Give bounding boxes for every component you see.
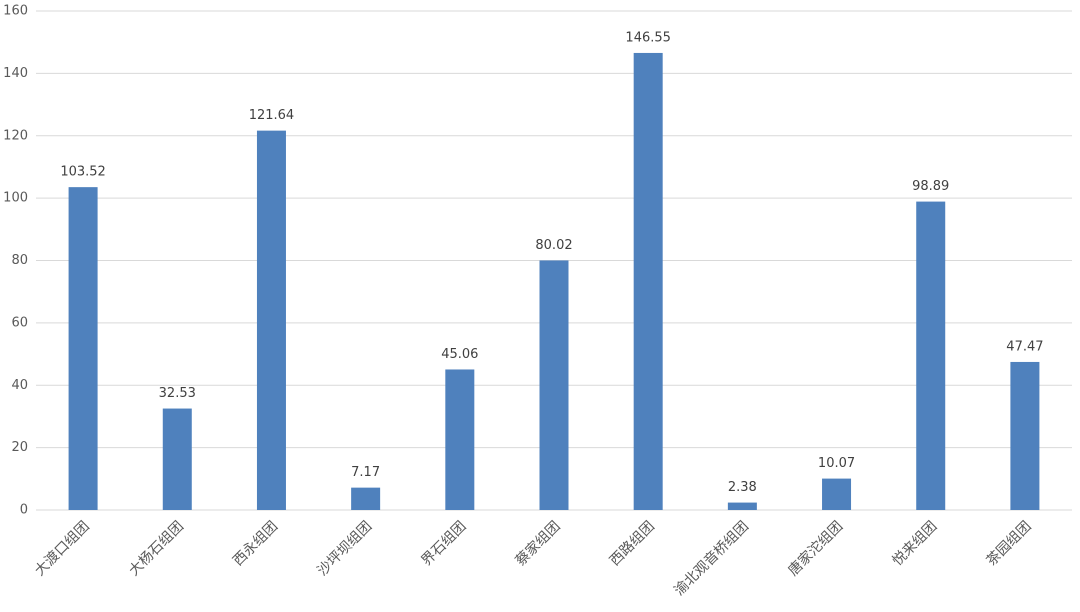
bar [539, 260, 569, 510]
bar [445, 369, 475, 510]
y-tick-label: 40 [11, 378, 28, 393]
x-tick-label: 唐家沱组团 [785, 518, 847, 580]
x-tick-label: 悦来组团 [889, 518, 940, 569]
value-label: 45.06 [441, 347, 478, 362]
value-label: 98.89 [912, 179, 949, 194]
bar [633, 52, 663, 511]
value-label: 80.02 [535, 238, 572, 253]
value-label: 47.47 [1006, 339, 1043, 354]
y-tick-label: 60 [11, 315, 28, 330]
y-tick-label: 20 [11, 440, 28, 455]
x-tick-label: 大渡口组团 [32, 518, 93, 579]
value-label: 7.17 [351, 465, 380, 480]
x-tick-label: 大杨石组团 [126, 518, 187, 579]
x-tick-label: 西永组团 [230, 518, 281, 569]
y-tick-label: 120 [3, 128, 28, 143]
bar [1010, 361, 1040, 510]
value-label: 10.07 [818, 456, 855, 471]
bar [162, 408, 192, 510]
x-tick-label: 沙坪坝组团 [314, 518, 375, 579]
bar [68, 187, 98, 510]
x-tick-label: 西路组团 [607, 518, 658, 569]
bar [916, 201, 946, 511]
y-tick-label: 160 [3, 4, 28, 19]
bar [727, 502, 757, 510]
value-label: 121.64 [249, 108, 295, 123]
value-label: 103.52 [60, 165, 106, 180]
value-label: 32.53 [159, 386, 196, 401]
x-tick-label: 界石组团 [419, 518, 470, 569]
y-tick-label: 140 [3, 66, 28, 81]
value-label: 2.38 [728, 480, 757, 495]
x-tick-label: 茶园组团 [984, 518, 1035, 569]
x-tick-label: 蔡家组团 [512, 518, 564, 570]
y-tick-label: 0 [20, 503, 28, 518]
value-label: 146.55 [625, 30, 671, 45]
bar [822, 478, 852, 510]
bar [351, 487, 381, 510]
bar [256, 130, 286, 510]
y-tick-label: 80 [11, 253, 28, 268]
x-tick-label: 渝北观音桥组团 [671, 518, 752, 599]
y-tick-label: 100 [3, 191, 28, 206]
